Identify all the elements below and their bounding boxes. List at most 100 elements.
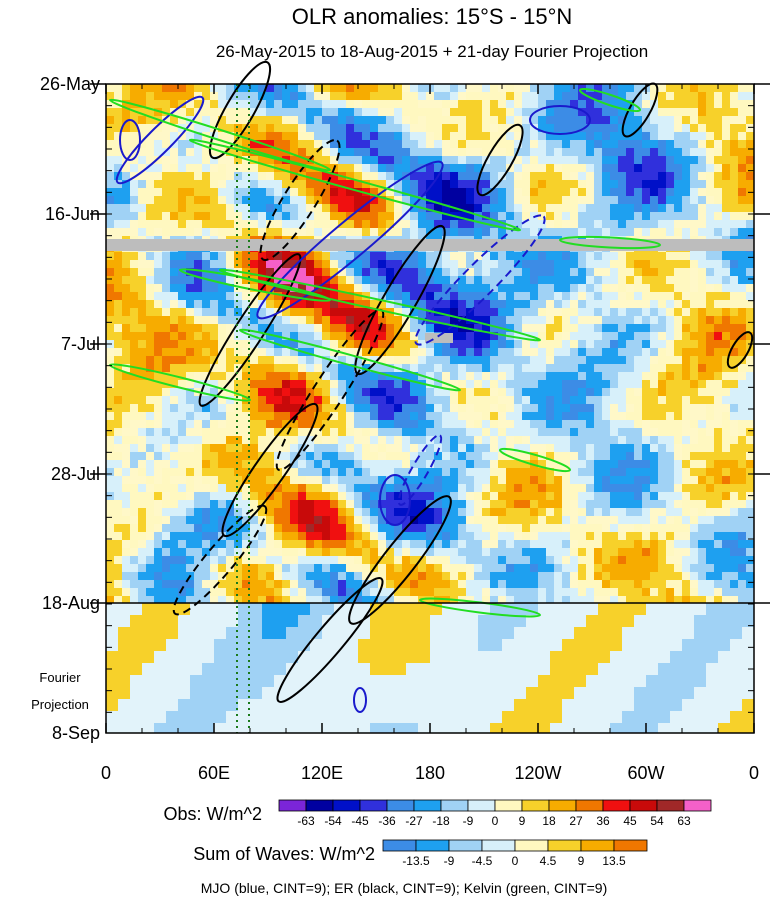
obs-cell bbox=[586, 388, 594, 396]
projection-cell bbox=[706, 627, 718, 639]
projection-cell bbox=[142, 651, 154, 663]
obs-cell bbox=[130, 388, 138, 396]
obs-cell bbox=[258, 316, 266, 324]
obs-cell bbox=[354, 532, 362, 540]
obs-cell bbox=[186, 396, 194, 404]
obs-cell bbox=[498, 548, 506, 556]
obs-cell bbox=[714, 364, 722, 372]
obs-cell bbox=[282, 316, 290, 324]
obs-cell bbox=[746, 324, 754, 332]
obs-cell bbox=[658, 308, 666, 316]
obs-cell bbox=[394, 380, 402, 388]
obs-cell bbox=[722, 588, 730, 596]
obs-cell bbox=[490, 324, 498, 332]
obs-cell bbox=[714, 468, 722, 476]
obs-cell bbox=[250, 116, 258, 124]
obs-cell bbox=[674, 396, 682, 404]
obs-cell bbox=[546, 180, 554, 188]
obs-cell bbox=[146, 212, 154, 220]
obs-cell bbox=[706, 436, 714, 444]
obs-cell bbox=[466, 108, 474, 116]
obs-cell bbox=[714, 444, 722, 452]
obs-cell bbox=[226, 508, 234, 516]
obs-cell bbox=[458, 212, 466, 220]
obs-cell bbox=[666, 356, 674, 364]
projection-cell bbox=[514, 615, 526, 627]
obs-cell bbox=[578, 92, 586, 100]
obs-cell bbox=[554, 476, 562, 484]
obs-cell bbox=[650, 156, 658, 164]
obs-cell bbox=[434, 260, 442, 268]
obs-cell bbox=[562, 476, 570, 484]
obs-cell bbox=[242, 412, 250, 420]
obs-cell bbox=[290, 524, 298, 532]
obs-cell bbox=[690, 212, 698, 220]
obs-cell bbox=[658, 452, 666, 460]
obs-cell bbox=[250, 148, 258, 156]
obs-cell bbox=[346, 476, 354, 484]
obs-cell bbox=[410, 340, 418, 348]
obs-cell bbox=[658, 124, 666, 132]
obs-cell bbox=[178, 252, 186, 260]
obs-cell bbox=[242, 324, 250, 332]
obs-cell bbox=[498, 380, 506, 388]
obs-cell bbox=[354, 276, 362, 284]
obs-cell bbox=[458, 556, 466, 564]
obs-cell bbox=[402, 588, 410, 596]
obs-cell bbox=[274, 396, 282, 404]
obs-cell bbox=[554, 412, 562, 420]
obs-cell bbox=[698, 100, 706, 108]
obs-cell bbox=[154, 596, 162, 603]
obs-cell bbox=[394, 140, 402, 148]
obs-cell bbox=[194, 220, 202, 228]
obs-cell bbox=[450, 588, 458, 596]
obs-cell bbox=[586, 372, 594, 380]
projection-cell bbox=[682, 651, 694, 663]
obs-cell bbox=[650, 476, 658, 484]
obs-cell bbox=[434, 284, 442, 292]
projection-cell bbox=[274, 615, 286, 627]
obs-cell bbox=[554, 204, 562, 212]
obs-cell bbox=[650, 108, 658, 116]
obs-cell bbox=[242, 84, 250, 92]
obs-cell bbox=[466, 396, 474, 404]
obs-cell bbox=[562, 92, 570, 100]
obs-cell bbox=[418, 404, 426, 412]
obs-cell bbox=[378, 124, 386, 132]
obs-cell bbox=[538, 524, 546, 532]
obs-cell bbox=[602, 276, 610, 284]
obs-cell bbox=[658, 100, 666, 108]
obs-cell bbox=[594, 196, 602, 204]
obs-cell bbox=[530, 220, 538, 228]
obs-cell bbox=[738, 284, 746, 292]
obs-cell bbox=[474, 532, 482, 540]
obs-cell bbox=[458, 492, 466, 500]
obs-cell bbox=[346, 540, 354, 548]
obs-cell bbox=[114, 196, 122, 204]
obs-cell bbox=[194, 340, 202, 348]
obs-cell bbox=[634, 468, 642, 476]
obs-cell bbox=[594, 108, 602, 116]
obs-cell bbox=[498, 260, 506, 268]
obs-cell bbox=[138, 492, 146, 500]
obs-cell bbox=[266, 332, 274, 340]
obs-cell bbox=[610, 460, 618, 468]
obs-cell bbox=[634, 132, 642, 140]
obs-cell bbox=[450, 132, 458, 140]
obs-cell bbox=[250, 404, 258, 412]
obs-cell bbox=[714, 180, 722, 188]
obs-cell bbox=[242, 380, 250, 388]
obs-cell bbox=[546, 148, 554, 156]
obs-cell bbox=[146, 284, 154, 292]
obs-cell bbox=[530, 500, 538, 508]
obs-cell bbox=[618, 444, 626, 452]
obs-cell bbox=[178, 484, 186, 492]
obs-cell bbox=[474, 108, 482, 116]
obs-cell bbox=[490, 428, 498, 436]
obs-cell bbox=[106, 180, 114, 188]
obs-cell bbox=[546, 364, 554, 372]
obs-cell bbox=[450, 332, 458, 340]
projection-cell bbox=[694, 627, 706, 639]
obs-cell bbox=[490, 308, 498, 316]
obs-cell bbox=[434, 276, 442, 284]
